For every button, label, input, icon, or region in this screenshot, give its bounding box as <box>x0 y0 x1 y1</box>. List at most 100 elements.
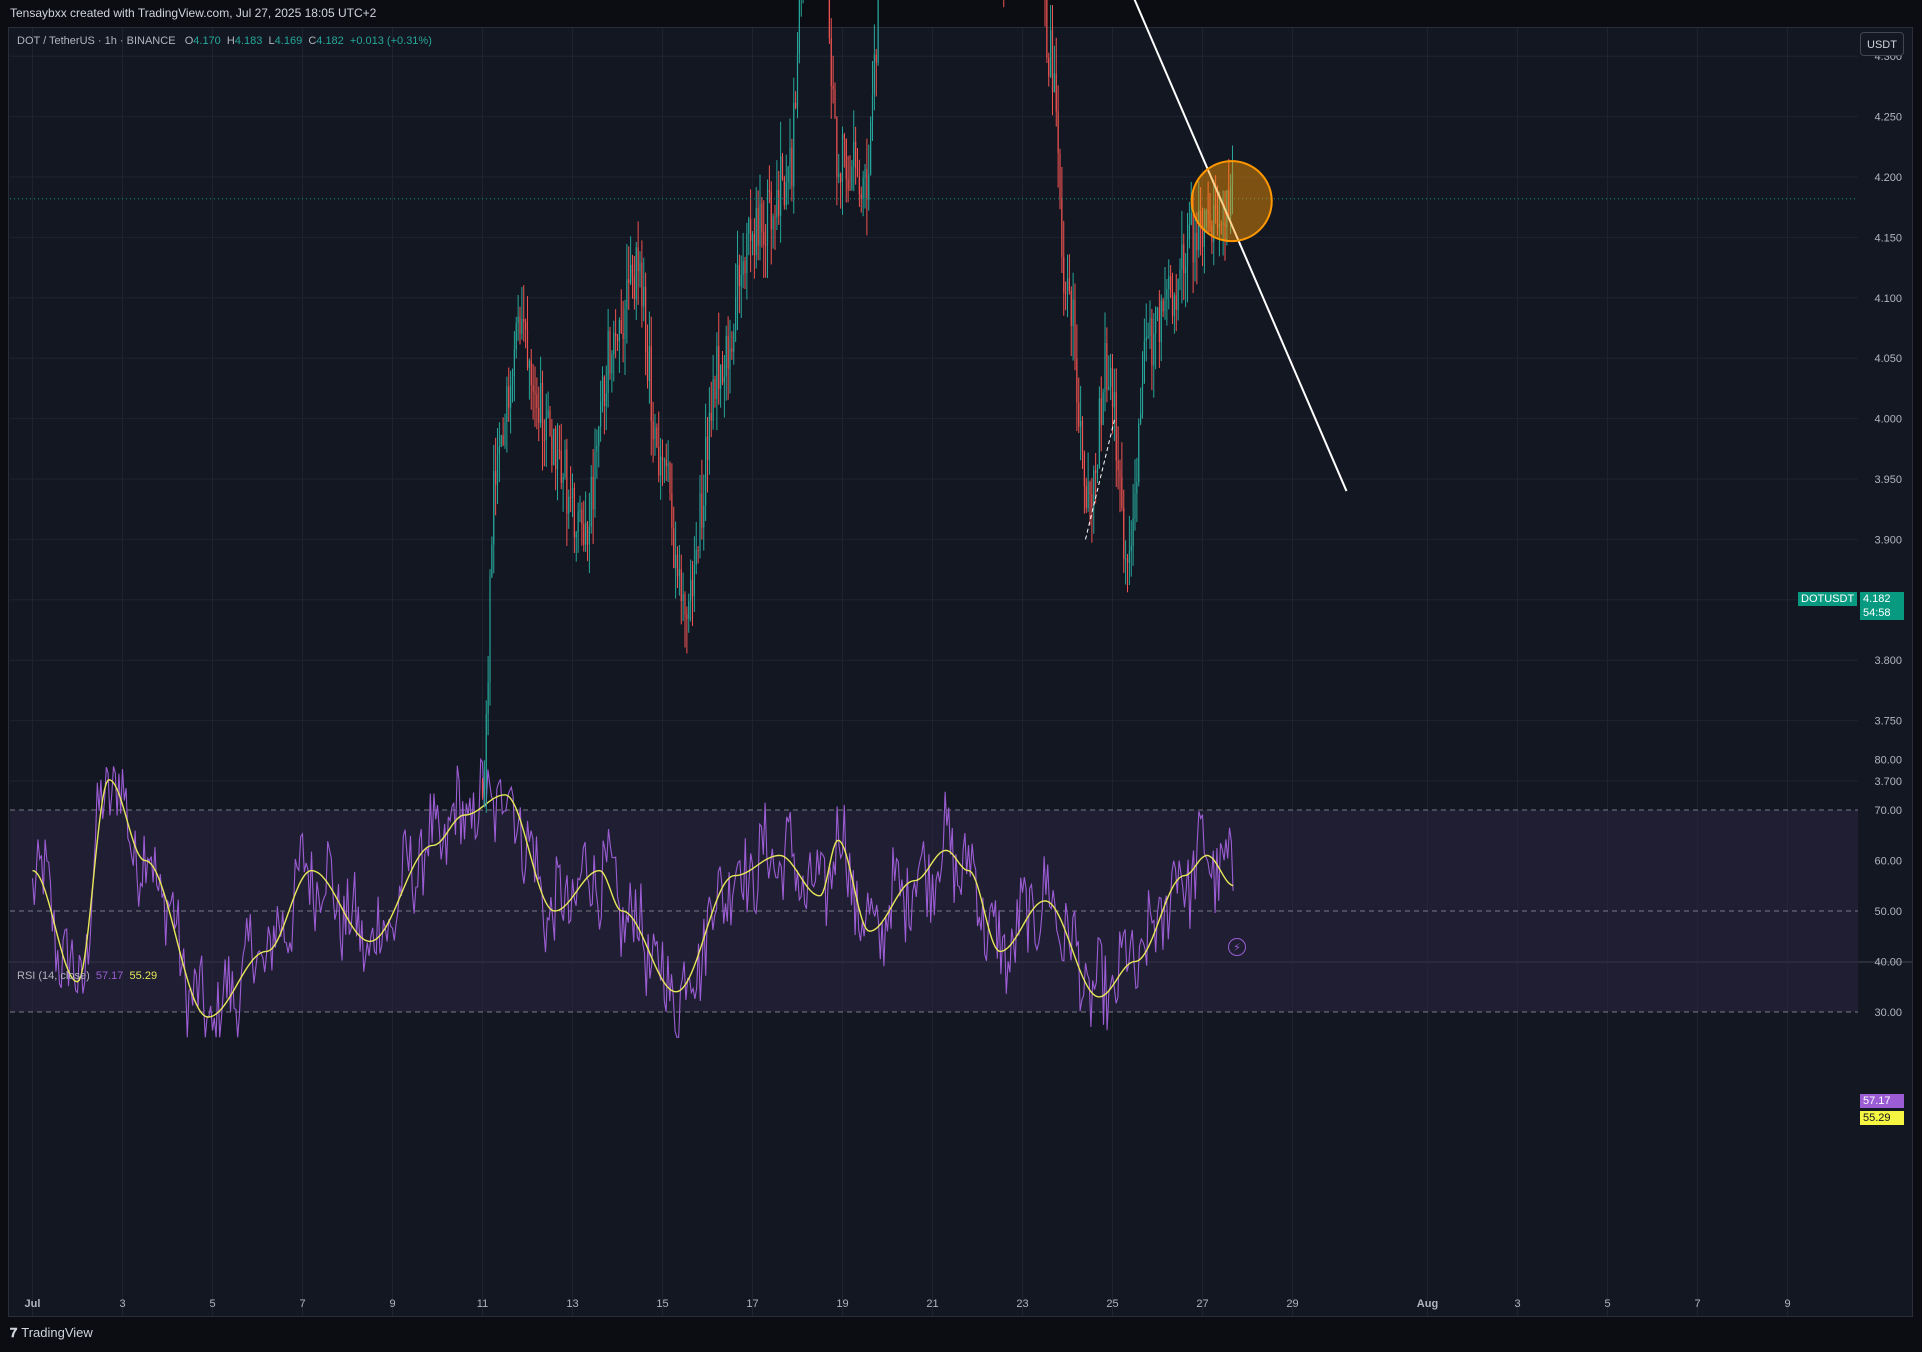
candle-body <box>1110 368 1112 387</box>
chart-frame[interactable] <box>8 27 1913 1317</box>
candle-body <box>1091 493 1093 508</box>
candle-body <box>1143 340 1145 384</box>
tradingview-logo[interactable]: 𝟕 TradingView <box>10 1325 93 1341</box>
candle-body <box>723 376 725 383</box>
candle-body <box>551 436 553 466</box>
price-tick-label: 3.900 <box>1874 534 1902 546</box>
time-tick-label: 19 <box>836 1298 848 1310</box>
candle-body <box>1188 224 1190 239</box>
candle-body <box>870 121 872 175</box>
candle-body <box>675 554 677 568</box>
candle-body <box>1162 300 1164 312</box>
candle-body <box>1179 269 1181 280</box>
highlight-circle <box>1190 160 1273 243</box>
candle-body <box>641 262 643 307</box>
candle-body <box>1207 210 1209 214</box>
candle-body <box>540 383 542 423</box>
candle-body <box>735 297 737 332</box>
candle-body <box>650 346 652 422</box>
candle-body <box>721 364 724 383</box>
candle-body <box>1051 30 1054 93</box>
candle-body <box>708 412 710 460</box>
candle-body <box>770 191 772 230</box>
rsi-legend[interactable]: RSI (14, close) 57.17 55.29 <box>17 970 157 982</box>
candle-body <box>858 176 860 195</box>
candle-body <box>1215 205 1217 207</box>
candle-body <box>1108 386 1110 390</box>
candle-body <box>541 383 544 440</box>
candle-body <box>1089 482 1091 494</box>
candle-body <box>763 231 765 245</box>
candle-body <box>1177 279 1179 310</box>
candle-body <box>1074 299 1076 359</box>
candle-body <box>1066 278 1069 294</box>
rsi-title[interactable]: RSI (14, close) <box>17 970 90 982</box>
candle-body <box>686 614 688 620</box>
candle-body <box>487 682 489 714</box>
candle-body <box>1175 295 1177 310</box>
candle-body <box>528 360 530 368</box>
candle-body <box>605 392 607 407</box>
candle-body <box>1048 57 1050 77</box>
candle-body <box>1155 307 1157 334</box>
candle-body <box>718 346 720 389</box>
candle-body <box>1218 224 1220 228</box>
open-label: O <box>184 35 194 47</box>
candle-body <box>832 85 834 90</box>
time-tick-label: 25 <box>1106 1298 1118 1310</box>
candle-body <box>703 505 705 528</box>
candle-body <box>496 454 499 485</box>
rsi-line <box>31 757 1234 1038</box>
candle-body <box>699 493 701 551</box>
symbol-price-tag: DOTUSDT <box>1798 592 1858 606</box>
candle-body <box>768 189 770 192</box>
rsi-ma-value-tag: 55.29 <box>1860 1111 1904 1125</box>
candle-body <box>583 524 585 545</box>
time-tick-label: 21 <box>926 1298 938 1310</box>
close-label: C <box>308 35 317 47</box>
symbol-title[interactable]: DOT / TetherUS · 1h · BINANCE <box>17 35 176 47</box>
time-tick-label: 9 <box>389 1298 395 1310</box>
candle-body <box>1085 486 1087 508</box>
currency-button[interactable]: USDT <box>1860 32 1904 56</box>
candle-body <box>836 117 838 177</box>
candle-body <box>1106 342 1108 390</box>
candle-body <box>853 141 855 167</box>
rsi-value: 57.17 <box>95 970 124 982</box>
candle-body <box>716 346 718 399</box>
candle-body <box>772 216 774 230</box>
candle-body <box>633 276 635 300</box>
candle-body <box>560 450 562 483</box>
price-tick-label: 3.950 <box>1874 474 1902 486</box>
time-tick-label: 5 <box>1604 1298 1610 1310</box>
candle-body <box>645 286 647 353</box>
candle-body <box>1119 470 1121 478</box>
lightning-icon[interactable]: ⚡ <box>1228 938 1246 956</box>
candle-body <box>1200 210 1202 225</box>
candle-body <box>849 189 851 191</box>
candle-body <box>1151 318 1153 366</box>
candle-body <box>729 348 731 369</box>
candle-body <box>1171 291 1174 316</box>
candle-body <box>1063 257 1065 293</box>
candle-body <box>1083 452 1085 487</box>
time-tick-label: 23 <box>1016 1298 1028 1310</box>
candle-body <box>688 600 690 620</box>
candle-body <box>637 247 639 271</box>
candle-body <box>530 360 532 386</box>
symbol-legend[interactable]: DOT / TetherUS · 1h · BINANCE O4.170 H4.… <box>17 35 432 47</box>
candle-body <box>1228 190 1230 217</box>
close-value: 4.182 <box>316 35 344 47</box>
candle-body <box>1072 299 1074 327</box>
candle-body <box>866 169 868 200</box>
candle-body <box>575 532 577 538</box>
candle-body <box>573 487 575 538</box>
candle-body <box>1156 307 1159 309</box>
candle-body <box>1192 213 1194 263</box>
candle-body <box>1203 226 1205 247</box>
candle-body <box>630 264 632 284</box>
candle-body <box>667 463 669 467</box>
candle-body <box>1061 198 1063 258</box>
candle-body <box>838 173 840 177</box>
